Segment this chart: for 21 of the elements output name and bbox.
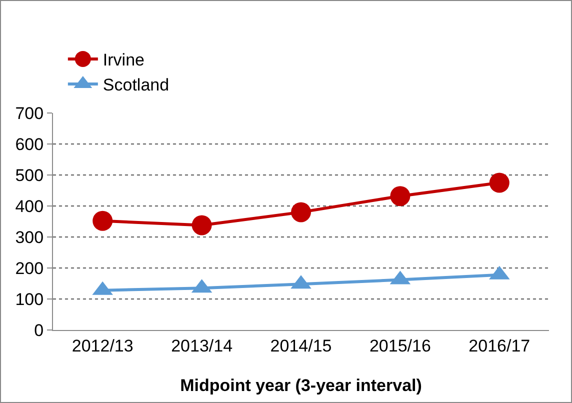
x-tick-label: 2014/15 [270,336,332,356]
point [390,186,410,206]
x-tick-label: 2013/14 [171,336,233,356]
y-tick-label: 700 [15,104,44,123]
x-tick-label: 2016/17 [468,336,530,356]
y-tick-label: 600 [15,134,44,154]
y-tick-label: 200 [15,258,44,278]
y-tick-label: 100 [15,290,44,309]
legend-label: Scotland [102,76,170,95]
y-tick-label: 400 [15,196,44,216]
y-tick-label: 300 [15,228,44,247]
point [92,210,113,231]
point [192,215,212,236]
point [291,202,311,222]
x-axis-title: Midpoint year (3-year interval) [180,376,422,395]
legend-label: Irvine [102,50,144,70]
x-tick-label: 2012/13 [72,336,134,356]
x-tick-label: 2015/16 [369,336,431,356]
y-tick-label: 0 [34,320,44,340]
point [489,172,510,193]
y-tick-label: 500 [15,166,44,185]
